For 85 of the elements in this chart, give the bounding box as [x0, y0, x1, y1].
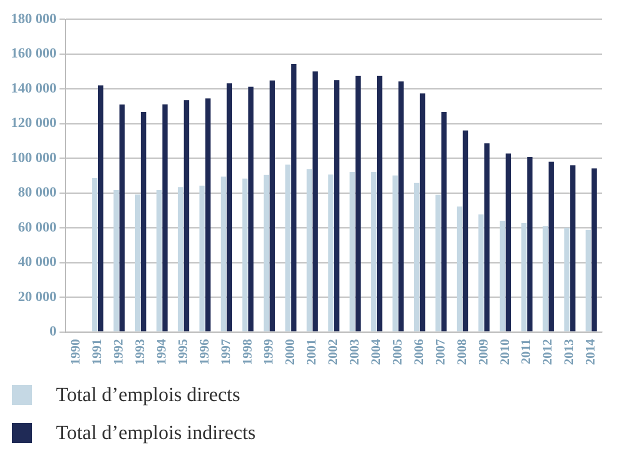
x-tick-label: 2006	[410, 338, 426, 365]
x-tick-label: 2012	[540, 339, 555, 365]
bar	[435, 194, 441, 332]
x-tick-label: 2005	[389, 338, 404, 365]
x-tick-label: 2010	[496, 339, 512, 365]
x-tick-label: 2009	[475, 338, 490, 365]
bar	[328, 174, 334, 332]
bar	[285, 164, 291, 332]
bar	[356, 76, 361, 332]
bar	[291, 64, 296, 332]
bar	[119, 104, 125, 332]
bar	[371, 172, 376, 332]
x-tick-label: 1994	[153, 338, 168, 365]
bar	[500, 220, 506, 332]
x-tick-label: 2013	[561, 338, 576, 365]
y-tick-label: 0	[50, 324, 56, 340]
bar	[98, 85, 104, 332]
bar	[270, 80, 275, 332]
bar	[548, 162, 554, 332]
y-tick-label: 20 000	[18, 290, 56, 305]
bar	[242, 178, 248, 332]
bar	[527, 156, 532, 332]
bar	[592, 168, 597, 332]
x-tick-label: 1998	[239, 338, 254, 365]
legend-label: Total d’emplois indirects	[56, 422, 256, 444]
x-tick-label: 2002	[325, 339, 340, 365]
bar	[456, 206, 462, 332]
x-tick-label: 1991	[89, 339, 104, 365]
bar	[264, 174, 270, 332]
y-tick-label: 100 000	[11, 150, 56, 166]
x-tick-label: 2000	[282, 339, 298, 365]
x-tick-label: 2003	[346, 338, 362, 365]
bar	[506, 153, 512, 332]
y-tick-label: 160 000	[11, 46, 56, 62]
bar	[184, 100, 190, 332]
x-tick-label: 2004	[368, 338, 384, 365]
y-tick-label: 80 000	[18, 186, 56, 201]
x-tick-label: 1999	[260, 338, 276, 365]
bar	[392, 176, 398, 332]
bar	[226, 83, 232, 332]
y-tick-label: 120 000	[11, 116, 56, 132]
x-tick-label: 2007	[432, 338, 448, 365]
bar	[350, 172, 355, 332]
x-tick-label: 2011	[518, 339, 534, 364]
x-tick-label: 1996	[196, 338, 212, 365]
y-tick-label: 40 000	[18, 255, 56, 270]
bar	[306, 169, 312, 332]
bar	[414, 182, 420, 332]
bar	[135, 194, 140, 332]
x-tick-label: 1993	[132, 338, 147, 365]
bar	[376, 76, 382, 332]
x-tick-label: 2014	[582, 338, 598, 365]
bar	[586, 230, 591, 332]
y-tick-label: 140 000	[11, 81, 56, 96]
bar	[478, 214, 484, 332]
bar	[564, 228, 570, 332]
bar	[542, 226, 548, 332]
bar	[92, 178, 98, 332]
x-tick-label: 2001	[304, 339, 319, 365]
x-tick-label: 2008	[454, 338, 469, 365]
y-tick-label: 180 000	[11, 12, 56, 28]
legend-label: Total d’emplois directs	[56, 384, 240, 406]
bar	[420, 93, 426, 332]
bar	[199, 186, 205, 332]
x-tick-label: 1995	[174, 338, 190, 365]
bar	[312, 71, 318, 332]
bar	[462, 130, 468, 332]
bar	[178, 187, 184, 332]
bar	[398, 81, 404, 332]
x-tick-label: 1990	[68, 339, 83, 365]
bar	[521, 222, 527, 332]
x-tick-label: 1992	[110, 339, 126, 365]
y-tick-label: 60 000	[18, 220, 56, 236]
bar	[334, 80, 340, 332]
bar	[441, 112, 447, 332]
x-tick-label: 1997	[218, 338, 233, 365]
bar	[156, 190, 162, 332]
bar	[162, 104, 168, 332]
bar	[248, 86, 254, 332]
bar	[114, 190, 119, 332]
bar	[220, 176, 226, 332]
bar	[205, 98, 211, 332]
bar	[140, 112, 146, 332]
bar	[484, 143, 490, 332]
bar	[570, 165, 576, 332]
